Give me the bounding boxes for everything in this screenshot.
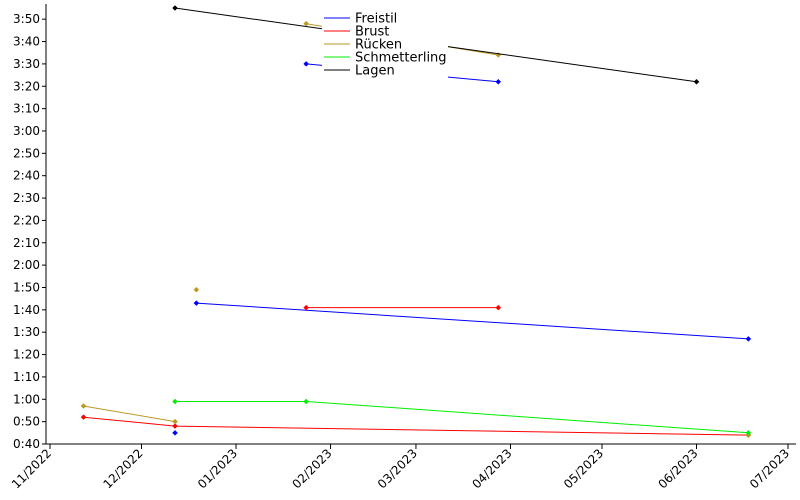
y-tick-label: 3:10: [13, 102, 40, 116]
y-tick-label: 0:40: [13, 437, 40, 451]
y-tick-label: 1:10: [13, 370, 40, 384]
x-tick-label: 06/2023: [655, 446, 700, 491]
x-tick-label: 04/2023: [469, 446, 514, 491]
y-tick-label: 1:40: [13, 303, 40, 317]
legend-label: Freistil: [355, 12, 397, 27]
series-line: [175, 401, 749, 434]
series-line: [196, 302, 749, 340]
series-brust: [80, 304, 752, 438]
y-tick-label: 2:00: [13, 258, 40, 272]
y-tick-label: 1:50: [13, 280, 40, 294]
data-point: [193, 300, 200, 306]
y-tick-label: 3:40: [13, 35, 40, 49]
data-point: [303, 20, 310, 27]
series-r-cken: [80, 20, 752, 438]
data-point: [172, 398, 178, 405]
y-tick-label: 0:50: [13, 415, 40, 429]
data-point: [172, 423, 178, 429]
data-point: [303, 61, 310, 67]
data-point: [745, 429, 752, 436]
legend-label: Brust: [355, 25, 389, 40]
y-tick-label: 3:30: [13, 57, 40, 71]
y-tick-label: 2:20: [13, 213, 40, 227]
y-tick-label: 1:30: [13, 325, 40, 339]
series-schmetterling: [172, 398, 752, 436]
y-tick-label: 3:50: [13, 12, 40, 26]
data-point: [693, 78, 700, 85]
legend-label: Schmetterling: [355, 51, 447, 66]
data-point: [172, 429, 178, 436]
y-tick-label: 2:30: [13, 191, 40, 205]
y-tick-label: 3:00: [13, 124, 40, 138]
y-tick-label: 2:40: [13, 169, 40, 183]
data-point: [80, 414, 87, 421]
x-tick-label: 05/2023: [561, 446, 606, 491]
series-freistil: [172, 61, 752, 436]
y-tick-label: 3:20: [13, 79, 40, 93]
x-tick-label: 02/2023: [290, 446, 335, 491]
legend-label: Rücken: [355, 38, 402, 53]
y-tick-label: 1:20: [13, 348, 40, 362]
x-tick-label: 12/2022: [100, 446, 145, 491]
data-point: [495, 78, 502, 85]
data-point: [172, 418, 178, 425]
x-tick-label: 07/2023: [747, 446, 792, 491]
y-tick-label: 2:10: [13, 236, 40, 250]
x-tick-label: 03/2023: [375, 446, 420, 491]
y-tick-label: 2:50: [13, 146, 40, 160]
data-point: [745, 336, 752, 342]
data-point: [303, 398, 310, 405]
data-point: [303, 304, 310, 311]
data-point: [80, 403, 87, 409]
legend-label: Lagen: [355, 64, 395, 79]
x-tick-label: 11/2022: [9, 446, 54, 491]
data-point: [172, 5, 178, 11]
y-tick-label: 1:00: [13, 392, 40, 406]
data-point: [495, 304, 502, 311]
series-line: [83, 405, 176, 423]
data-point: [193, 286, 200, 293]
x-tick-label: 01/2023: [195, 446, 240, 491]
